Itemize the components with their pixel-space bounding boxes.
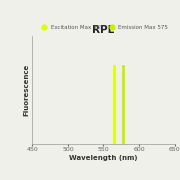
Title: RPE: RPE — [92, 25, 115, 35]
Y-axis label: Fluorescence: Fluorescence — [24, 64, 30, 116]
Legend: Excitation Max 565, Emission Max 575: Excitation Max 565, Emission Max 575 — [39, 25, 168, 30]
X-axis label: Wavelength (nm): Wavelength (nm) — [69, 155, 138, 161]
